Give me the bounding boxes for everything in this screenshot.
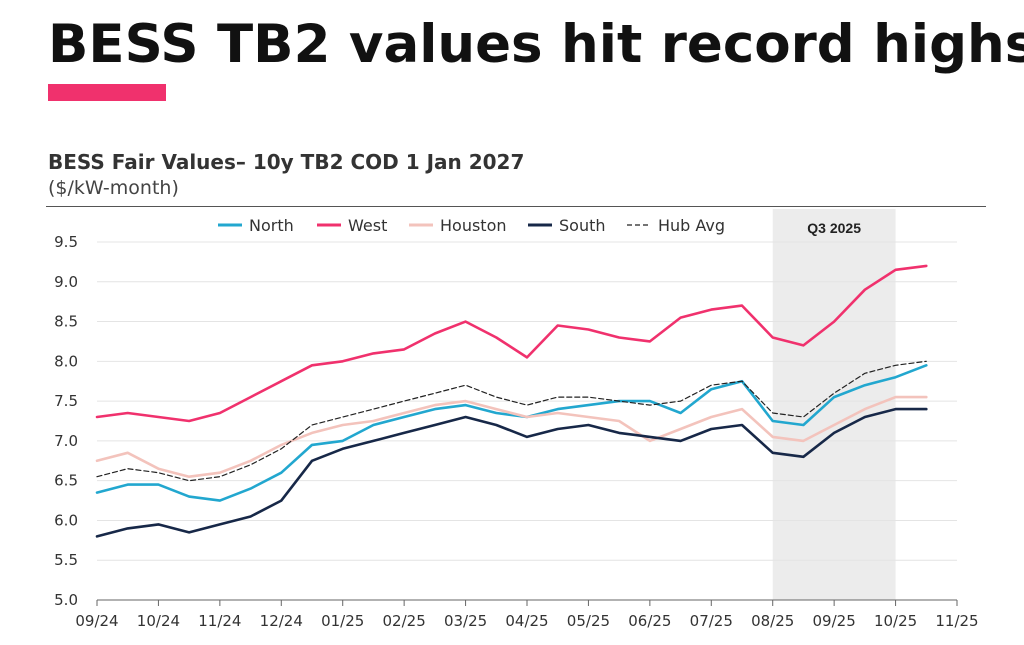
x-tick-label: 09/24 bbox=[75, 612, 118, 630]
y-tick-label: 9.5 bbox=[54, 233, 78, 251]
x-tick-label: 08/25 bbox=[751, 612, 794, 630]
y-tick-label: 5.0 bbox=[54, 591, 78, 609]
x-tick-label: 11/25 bbox=[935, 612, 978, 630]
x-tick-label: 12/24 bbox=[260, 612, 303, 630]
y-tick-label: 8.5 bbox=[54, 313, 78, 331]
x-tick-label: 03/25 bbox=[444, 612, 487, 630]
x-tick-label: 05/25 bbox=[567, 612, 610, 630]
legend-label-hub-avg: Hub Avg bbox=[658, 216, 725, 235]
x-tick-label: 09/25 bbox=[813, 612, 856, 630]
y-tick-label: 6.0 bbox=[54, 511, 78, 529]
x-tick-label: 07/25 bbox=[690, 612, 733, 630]
y-tick-label: 5.5 bbox=[54, 551, 78, 569]
y-tick-label: 7.0 bbox=[54, 432, 78, 450]
legend-label-north: North bbox=[249, 216, 294, 235]
headline-accent-bar bbox=[48, 84, 166, 101]
legend-label-houston: Houston bbox=[440, 216, 507, 235]
legend-label-west: West bbox=[348, 216, 387, 235]
y-tick-label: 7.5 bbox=[54, 392, 78, 410]
chart-title: BESS Fair Values– 10y TB2 COD 1 Jan 2027 bbox=[48, 150, 525, 174]
x-tick-label: 10/25 bbox=[874, 612, 917, 630]
x-tick-label: 10/24 bbox=[137, 612, 180, 630]
x-tick-label: 11/24 bbox=[198, 612, 241, 630]
series-line-houston bbox=[95, 395, 928, 479]
series-line-hub-avg bbox=[96, 360, 927, 482]
legend-label-south: South bbox=[559, 216, 606, 235]
page-headline: BESS TB2 values hit record highs bbox=[48, 14, 1024, 75]
shaded-region-label: Q3 2025 bbox=[807, 220, 861, 236]
series-line-west bbox=[95, 264, 928, 423]
chart-unit-label: ($/kW-month) bbox=[48, 177, 179, 199]
x-tick-label: 06/25 bbox=[628, 612, 671, 630]
series-line-north bbox=[95, 363, 928, 502]
x-tick-label: 01/25 bbox=[321, 612, 364, 630]
y-tick-label: 9.0 bbox=[54, 273, 78, 291]
title-divider bbox=[46, 206, 986, 207]
x-tick-label: 04/25 bbox=[505, 612, 548, 630]
x-tick-label: 02/25 bbox=[383, 612, 426, 630]
y-tick-label: 8.0 bbox=[54, 352, 78, 370]
y-tick-label: 6.5 bbox=[54, 472, 78, 490]
series-line-south bbox=[95, 407, 928, 538]
